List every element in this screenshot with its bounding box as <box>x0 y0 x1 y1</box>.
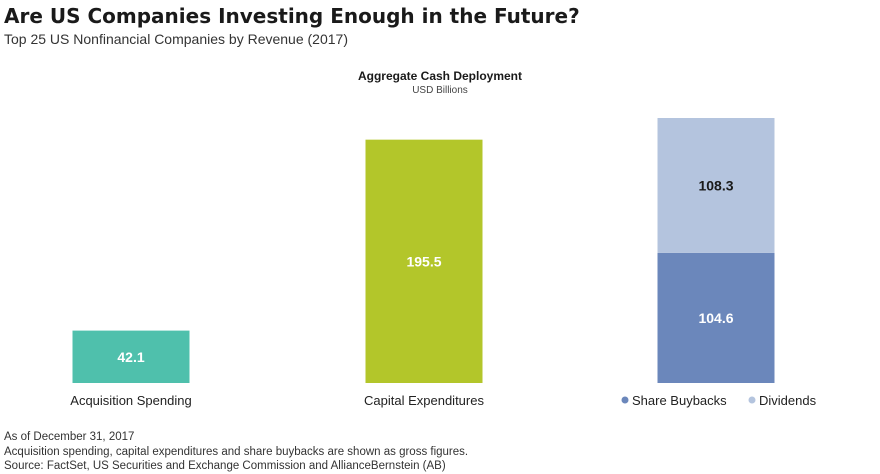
legend-marker <box>748 396 756 404</box>
page-title: Are US Companies Investing Enough in the… <box>4 4 580 28</box>
footnote-date: As of December 31, 2017 <box>4 431 135 443</box>
bar-stack-dividends <box>657 118 775 253</box>
category-label: Capital Expenditures <box>364 393 484 408</box>
data-label: 195.5 <box>406 253 441 269</box>
footnote-source: Source: FactSet, US Securities and Excha… <box>4 460 446 472</box>
category-label: Acquisition Spending <box>70 393 191 408</box>
bar-capital-expenditures <box>365 139 483 383</box>
data-label: 108.3 <box>698 177 733 193</box>
bar-stack-share-buybacks <box>657 252 775 383</box>
data-label: 42.1 <box>117 349 144 365</box>
bar-acquisition-spending <box>72 330 190 383</box>
data-label: 104.6 <box>698 310 733 326</box>
footnote-gross: Acquisition spending, capital expenditur… <box>4 445 469 458</box>
chart-title: Aggregate Cash Deployment <box>357 69 523 83</box>
footnotes: As of December 31, 2017 Acquisition spen… <box>4 430 468 474</box>
legend-label: Dividends <box>759 393 817 408</box>
legend-marker <box>621 396 629 404</box>
legend-label: Share Buybacks <box>632 393 727 408</box>
page-subtitle: Top 25 US Nonfinancial Companies by Reve… <box>4 31 348 47</box>
chart-subtitle: USD Billions <box>412 85 468 96</box>
